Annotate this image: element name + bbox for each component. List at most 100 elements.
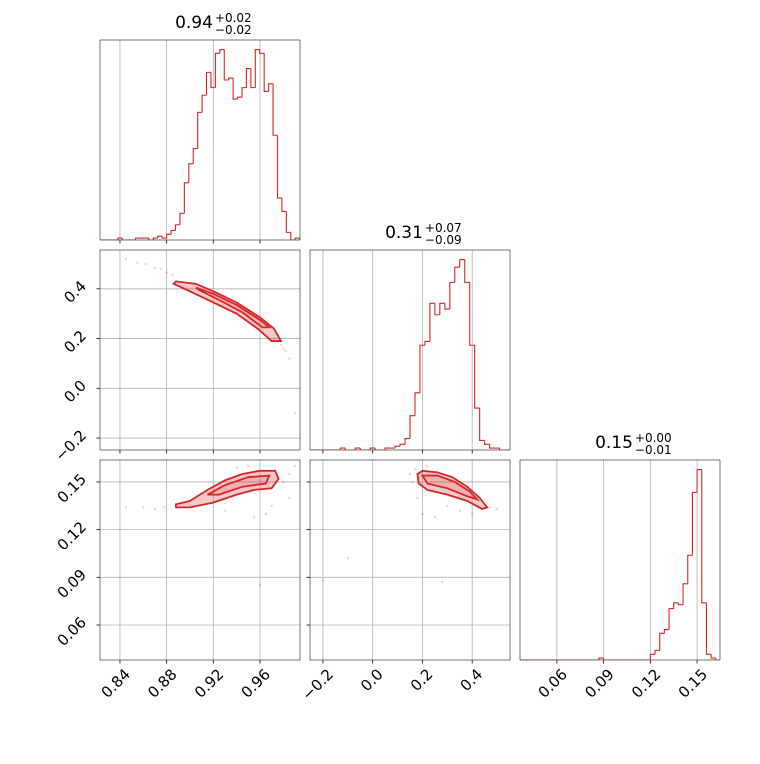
sample-point	[124, 506, 128, 509]
histogram-step	[701, 469, 707, 604]
sample-point	[270, 504, 273, 508]
histogram-step	[188, 163, 194, 183]
panel: 0.06 0.09 0.12 0.150.15 +0.00−0.01	[519, 431, 721, 702]
histogram-step	[259, 49, 265, 54]
sample-point	[124, 257, 128, 261]
histogram-step	[715, 658, 720, 660]
histogram-step	[444, 303, 450, 310]
sample-point	[165, 271, 168, 274]
plot-area	[321, 464, 499, 584]
sample-point	[136, 261, 139, 264]
sample-point	[458, 509, 462, 512]
y-tick-label: 0.0	[60, 377, 90, 407]
contour	[172, 280, 283, 342]
sample-point	[252, 515, 256, 519]
histogram-step	[166, 233, 172, 239]
histogram-step	[214, 52, 220, 88]
histogram-step	[394, 445, 401, 449]
histogram-step	[668, 608, 674, 630]
sample-point	[470, 512, 474, 516]
contour	[420, 474, 481, 502]
histogram-step	[384, 447, 391, 450]
histogram-step	[439, 302, 445, 315]
histogram-step	[659, 632, 665, 651]
sample-point	[346, 556, 350, 560]
sample-point	[426, 464, 429, 468]
sample-point	[144, 262, 147, 266]
sample-point	[495, 507, 499, 511]
histogram-step	[241, 87, 247, 98]
panel: 0.31 +0.07−0.09	[309, 221, 511, 454]
x-tick-label: 0.2	[407, 665, 437, 695]
histogram-step	[237, 96, 243, 100]
y-tick-label: 0.06	[54, 613, 90, 649]
title-minus: −0.09	[425, 233, 462, 247]
histogram-step	[161, 236, 167, 239]
sample-point	[293, 464, 297, 468]
histogram-step	[294, 237, 300, 240]
sample-point	[141, 506, 145, 509]
title-plus: +0.02	[215, 11, 252, 25]
x-tick-label: 0.06	[535, 665, 571, 701]
x-tick-label: 0.92	[191, 665, 227, 701]
histogram-step	[276, 135, 282, 199]
histogram-step	[474, 345, 480, 409]
axes-frame	[519, 459, 721, 661]
histogram-step	[424, 340, 430, 346]
histogram-step	[419, 344, 425, 393]
sample-point	[258, 583, 262, 587]
contour	[207, 474, 271, 496]
panel: −0.2 0.0 0.2 0.4	[298, 459, 511, 704]
histogram-step	[263, 53, 269, 92]
histogram-step	[409, 415, 415, 439]
histogram-step	[170, 229, 176, 235]
histogram-step	[201, 94, 207, 113]
sample-point	[223, 509, 227, 512]
x-tick-label: 0.96	[238, 665, 274, 701]
title-value: 0.15	[595, 433, 633, 453]
sample-point	[279, 343, 283, 347]
sample-point	[272, 337, 276, 340]
sample-point	[287, 357, 291, 360]
sample-point	[433, 515, 437, 519]
x-tick-label: 0.4	[457, 665, 487, 695]
histogram-step	[499, 448, 505, 450]
histogram-step	[152, 237, 158, 240]
histogram-step	[359, 448, 366, 450]
title-plus: +0.00	[635, 431, 672, 445]
histogram-step	[464, 259, 470, 283]
histogram-step	[183, 182, 189, 214]
x-tick-label: 0.84	[98, 665, 134, 701]
sample-point	[287, 472, 291, 476]
histogram-step	[250, 68, 256, 89]
histogram-step	[290, 232, 296, 240]
histogram-step	[710, 654, 716, 659]
histogram-step	[135, 237, 141, 240]
histogram-step	[219, 48, 225, 54]
sample-point	[282, 347, 285, 350]
histogram-step	[281, 198, 287, 212]
histogram-step	[268, 83, 274, 92]
histogram-step	[489, 444, 495, 449]
plot-area	[124, 257, 297, 415]
sample-point	[153, 266, 157, 269]
sample-point	[235, 466, 238, 469]
histogram-step	[205, 71, 211, 96]
sample-point	[293, 411, 297, 415]
sample-point	[282, 480, 285, 484]
sample-point	[264, 512, 268, 516]
histogram-step	[254, 48, 260, 88]
histogram-step	[434, 303, 440, 316]
histogram-step	[272, 83, 278, 136]
histogram-step	[682, 583, 688, 605]
plot-area	[100, 48, 300, 240]
x-tick-label: −0.2	[298, 665, 336, 703]
panel: −0.2 0.0 0.2 0.4	[52, 249, 301, 465]
histogram-step	[245, 68, 251, 88]
sample-point	[488, 506, 491, 509]
histogram-step	[344, 448, 351, 450]
sample-point	[284, 349, 287, 353]
plot-area	[124, 464, 297, 587]
sample-point	[421, 512, 424, 516]
